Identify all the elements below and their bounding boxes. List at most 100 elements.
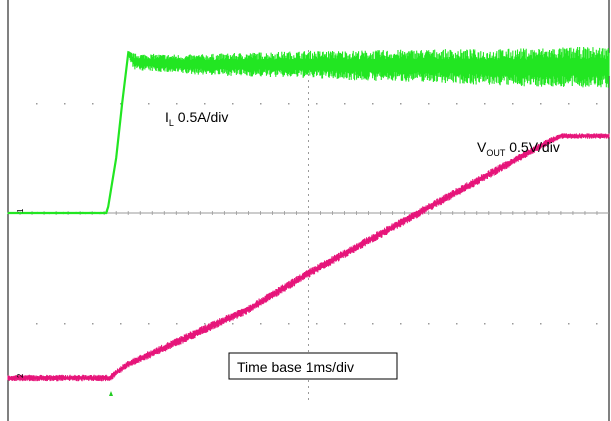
grid-center-vertical-tick [308,146,309,148]
grid-dot [64,323,66,325]
grid-dot [36,103,38,105]
grid-dot [596,323,598,325]
grid-dot [456,103,458,105]
grid-center-vertical-tick [308,398,309,400]
grid-dot [232,323,234,325]
grid-center-vertical-tick [308,302,309,304]
grid-dot [540,103,542,105]
grid-dot [204,323,206,325]
grid-center-vertical-tick [308,188,309,190]
grid-dot [484,103,486,105]
grid-center-vertical-tick [308,278,309,280]
grid-center-vertical-tick [308,224,309,226]
grid-center-vertical-tick [308,254,309,256]
grid-dot [344,323,346,325]
output_voltage-trace [7,133,610,382]
grid-dot [120,103,122,105]
grid-dot [568,103,570,105]
grid-center-vertical-tick [308,194,309,196]
graticule [8,50,609,400]
grid-dot [36,323,38,325]
grid-center-vertical-tick [308,260,309,262]
grid-dot [596,103,598,105]
inductor_current-trace [7,46,610,215]
grid-dot [260,323,262,325]
grid-center-vertical-tick [308,50,309,52]
ch1-ground-marker: 1 [16,208,25,213]
grid-center-vertical-tick [308,98,309,100]
grid-dot [288,103,290,105]
grid-dot [400,323,402,325]
grid-center-vertical-tick [308,326,309,328]
grid-dot [484,323,486,325]
grid-center-vertical-tick [308,92,309,94]
time-base-label: Time base 1ms/div [237,359,354,375]
grid-center-vertical-tick [308,206,309,208]
grid-center-vertical-tick [308,80,309,82]
grid-center-vertical-tick [308,296,309,298]
grid-dot [316,103,318,105]
grid-center-vertical-tick [308,134,309,136]
grid-center-vertical-tick [308,164,309,166]
grid-dot [512,323,514,325]
grid-center-vertical-tick [308,386,309,388]
grid-dot [540,323,542,325]
grid-center-vertical-tick [308,200,309,202]
grid-center-vertical-tick [308,236,309,238]
grid-center-vertical-tick [308,74,309,76]
grid-center-vertical-tick [308,116,309,118]
grid-dot [568,323,570,325]
grid-center-vertical-tick [308,218,309,220]
grid-center-vertical-tick [308,170,309,172]
grid-dot [260,103,262,105]
grid-center-vertical-tick [308,380,309,382]
grid-dot [176,103,178,105]
grid-center-vertical-tick [308,104,309,106]
grid-center-vertical-tick [308,242,309,244]
time-base-box [228,352,398,380]
grid-dot [232,103,234,105]
grid-dot [92,103,94,105]
grid-center-vertical-tick [308,344,309,346]
grid-dot [148,103,150,105]
grid-center-vertical-tick [308,86,309,88]
grid-center-vertical-tick [308,122,309,124]
grid-center-vertical-tick [308,182,309,184]
grid-center-vertical-tick [308,152,309,154]
grid-dot [288,323,290,325]
grid-center-vertical-tick [308,128,309,130]
grid-center-vertical-tick [308,248,309,250]
grid-dot [316,323,318,325]
grid-center-vertical-tick [308,284,309,286]
grid-dot [428,323,430,325]
grid-center-vertical-tick [308,308,309,310]
grid-dot [372,103,374,105]
output_voltage-line [8,134,609,380]
grid-center-vertical-tick [308,140,309,142]
grid-dot [400,103,402,105]
trigger-position-marker [109,391,113,396]
grid-dot [204,103,206,105]
grid-center-vertical-tick [308,230,309,232]
grid-center-vertical-tick [308,320,309,322]
grid-dot [176,323,178,325]
grid-dot [512,103,514,105]
grid-center-vertical-tick [308,350,309,352]
grid-center-vertical-tick [308,338,309,340]
grid-dot [64,103,66,105]
grid-center-vertical-tick [308,290,309,292]
traces [7,46,610,382]
grid-dot [456,323,458,325]
grid-dot [372,323,374,325]
grid-center-vertical-tick [308,110,309,112]
grid-dot [92,323,94,325]
grid-center-vertical-tick [308,332,309,334]
output-voltage-label: VOUT 0.5V/div [477,139,560,158]
grid-center-vertical-tick [308,158,309,160]
grid-center-vertical-tick [308,176,309,178]
ch2-ground-marker: 2 [16,373,25,378]
grid-dot [428,103,430,105]
grid-center-vertical-tick [308,266,309,268]
inductor-current-label: IL 0.5A/div [165,109,228,128]
